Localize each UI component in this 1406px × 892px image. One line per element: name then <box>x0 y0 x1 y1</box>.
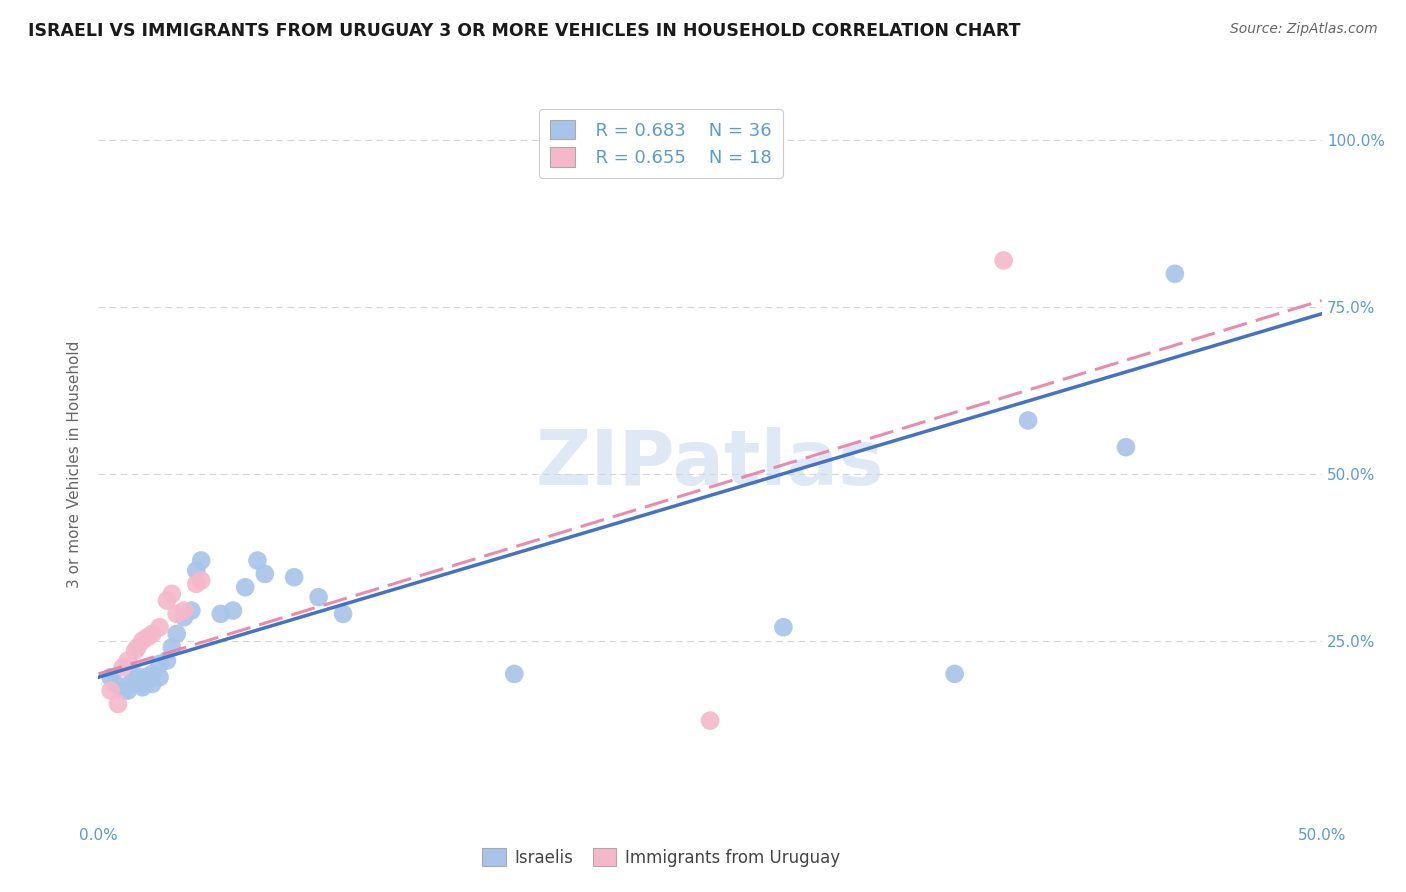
Point <box>160 640 183 655</box>
Point <box>127 670 149 684</box>
Point <box>127 640 149 655</box>
Point <box>209 607 232 621</box>
Point <box>180 603 202 617</box>
Point <box>149 670 172 684</box>
Y-axis label: 3 or more Vehicles in Household: 3 or more Vehicles in Household <box>67 340 83 588</box>
Point <box>283 570 305 584</box>
Point <box>160 587 183 601</box>
Point <box>222 603 245 617</box>
Legend: Israelis, Immigrants from Uruguay: Israelis, Immigrants from Uruguay <box>472 838 849 877</box>
Point <box>104 677 127 691</box>
Point <box>131 633 153 648</box>
Point <box>190 574 212 588</box>
Point <box>308 591 330 605</box>
Point <box>156 593 179 607</box>
Point <box>503 667 526 681</box>
Point <box>943 667 966 681</box>
Point <box>772 620 794 634</box>
Point <box>141 627 163 641</box>
Point <box>111 683 134 698</box>
Point <box>1017 413 1039 427</box>
Point <box>141 677 163 691</box>
Point <box>149 620 172 634</box>
Point <box>111 660 134 674</box>
Point <box>107 697 129 711</box>
Point <box>131 680 153 694</box>
Point <box>117 683 139 698</box>
Text: ZIPatlas: ZIPatlas <box>536 427 884 500</box>
Point <box>131 677 153 691</box>
Point <box>141 667 163 681</box>
Point <box>233 580 256 594</box>
Point <box>186 577 208 591</box>
Point <box>136 673 159 688</box>
Point <box>332 607 354 621</box>
Point <box>117 654 139 668</box>
Point <box>173 603 195 617</box>
Text: Source: ZipAtlas.com: Source: ZipAtlas.com <box>1230 22 1378 37</box>
Point <box>156 654 179 668</box>
Point <box>124 672 146 686</box>
Point <box>166 607 188 621</box>
Point <box>100 670 122 684</box>
Point <box>186 564 208 578</box>
Text: ISRAELI VS IMMIGRANTS FROM URUGUAY 3 OR MORE VEHICLES IN HOUSEHOLD CORRELATION C: ISRAELI VS IMMIGRANTS FROM URUGUAY 3 OR … <box>28 22 1021 40</box>
Point <box>1164 267 1187 281</box>
Point <box>120 677 142 691</box>
Point <box>699 714 721 728</box>
Point <box>173 610 195 624</box>
Point <box>246 553 269 567</box>
Point <box>149 657 172 671</box>
Point <box>124 643 146 657</box>
Point <box>1115 440 1137 454</box>
Point <box>253 566 276 581</box>
Point <box>136 630 159 644</box>
Point <box>136 670 159 684</box>
Point <box>166 627 188 641</box>
Point <box>993 253 1015 268</box>
Point <box>100 683 122 698</box>
Point <box>190 553 212 567</box>
